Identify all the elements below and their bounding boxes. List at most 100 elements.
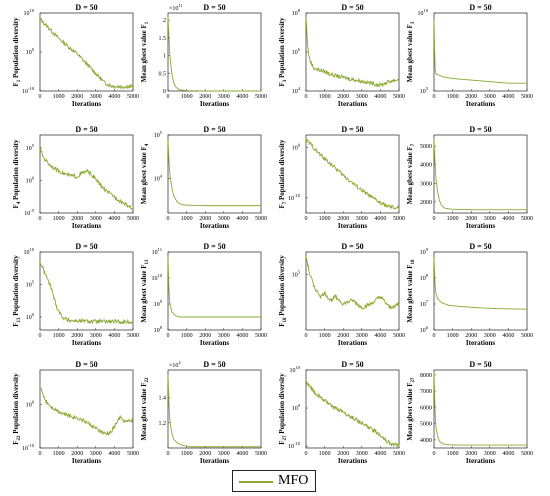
y-tick-label: 100 (292, 403, 301, 412)
x-axis-label: Iterations (72, 222, 101, 230)
x-tick-label: 3000 (90, 216, 102, 222)
y-tick-label: 3000 (420, 181, 432, 187)
series-line-mfo (39, 261, 134, 325)
y-tick-label: 10-10 (288, 193, 301, 202)
x-tick-label: 0 (167, 451, 170, 457)
x-tick-label: 0 (433, 451, 436, 457)
x-tick-label: 4000 (236, 333, 248, 339)
y-tick-label: 105 (154, 130, 163, 139)
series-line-mfo (305, 17, 400, 88)
x-tick-label: 5000 (393, 451, 405, 457)
x-tick-label: 4000 (236, 94, 248, 100)
x-tick-label: 4000 (108, 216, 120, 222)
x-axis-label: Iterations (72, 100, 101, 108)
panel-title: D = 50 (75, 3, 97, 12)
x-tick-label: 1000 (53, 94, 65, 100)
x-tick-label: 2000 (71, 94, 83, 100)
x-tick-label: 4000 (236, 451, 248, 457)
x-axis-label: Iterations (466, 222, 495, 230)
x-tick-label: 1000 (181, 94, 193, 100)
x-tick-label: 0 (167, 333, 170, 339)
y-tick-label: 105 (26, 280, 35, 289)
y-multiplier: ×104 (169, 360, 181, 369)
y-tick-label: 10-5 (24, 208, 34, 217)
x-axis-label: Iterations (200, 339, 229, 347)
y-tick-label: 100 (26, 400, 35, 409)
x-tick-label: 4000 (374, 451, 386, 457)
series-line-mfo (433, 138, 527, 211)
y-tick-label: 105 (420, 86, 429, 95)
x-tick-label: 3000 (484, 333, 496, 339)
legend-line-mfo (239, 481, 273, 483)
y-tick-label: 5000 (420, 144, 432, 150)
x-tick-label: 0 (305, 333, 308, 339)
x-tick-label: 5000 (393, 333, 405, 339)
x-tick-label: 5000 (255, 216, 267, 222)
x-axis-label: Iterations (200, 222, 229, 230)
axes-box (433, 369, 528, 449)
y-tick-label: 8000 (420, 373, 432, 379)
y-axis-label: F27 Population diversity (278, 373, 288, 445)
y-tick-label: 6000 (420, 405, 432, 411)
x-tick-label: 1000 (53, 333, 65, 339)
axes-box (39, 251, 134, 331)
y-tick-label: 107 (420, 299, 429, 308)
x-tick-label: 3000 (356, 451, 368, 457)
x-tick-label: 3000 (356, 333, 368, 339)
axes-box (433, 134, 528, 214)
series-line-mfo (167, 257, 261, 318)
x-axis-label: Iterations (338, 339, 367, 347)
y-tick-label: 100 (26, 312, 35, 321)
y-tick-label: 108 (292, 8, 301, 17)
x-tick-label: 4000 (502, 216, 514, 222)
x-tick-label: 5000 (521, 94, 533, 100)
panel-title: D = 50 (203, 3, 225, 12)
series-line-mfo (39, 17, 134, 90)
x-tick-label: 4000 (108, 333, 120, 339)
y-tick-label: 2000 (420, 200, 432, 206)
axes-box (433, 12, 528, 92)
legend: MFO (232, 470, 316, 492)
x-tick-label: 1000 (319, 216, 331, 222)
y-axis-label: F1 Population diversity (12, 17, 22, 87)
y-tick-label: 100 (26, 47, 35, 56)
panel-13: D = 50 0 1000 2000 3000 4000 5000 Iterations 100… (12, 360, 139, 465)
x-tick-label: 1000 (319, 94, 331, 100)
y-tick-label: 108 (154, 325, 163, 334)
y-tick-label: 4000 (420, 438, 432, 444)
x-tick-label: 1000 (53, 216, 65, 222)
x-tick-label: 2000 (465, 216, 477, 222)
x-tick-label: 2000 (199, 94, 211, 100)
x-tick-label: 5000 (127, 216, 139, 222)
y-tick-label: 109 (420, 247, 429, 256)
x-tick-label: 4000 (108, 451, 120, 457)
x-tick-label: 3000 (484, 451, 496, 457)
panel-8: D = 500 1000 2000 3000 4000 5000Iterations200… (406, 125, 533, 230)
axes-box (167, 369, 262, 449)
x-tick-label: 4000 (374, 333, 386, 339)
x-tick-label: 5000 (255, 333, 267, 339)
y-tick-label: 106 (420, 325, 429, 334)
y-tick-label: 10-10 (288, 441, 301, 450)
series-line-mfo (167, 375, 261, 448)
x-tick-label: 0 (39, 333, 42, 339)
x-tick-label: 3000 (90, 451, 102, 457)
y-axis-label: F3 Population diversity (278, 17, 288, 87)
y-axis-label: F22 Population diversity (12, 373, 22, 445)
x-tick-label: 3000 (356, 216, 368, 222)
axes-box (167, 251, 262, 331)
y-axis-label: Mean gbest value F1 (140, 21, 150, 82)
x-axis-label: Iterations (200, 457, 229, 465)
panel-7: D = 50 0 1000 2000 3000 4000 5000 Iterations 100… (278, 125, 405, 230)
x-tick-label: 1000 (319, 451, 331, 457)
x-axis-label: Iterations (200, 100, 229, 108)
x-tick-label: 3000 (90, 333, 102, 339)
y-axis-label: Mean gbest value F3 (406, 21, 416, 82)
x-tick-label: 2000 (337, 333, 349, 339)
panel-14: D = 50 0 1000 2000 3000 4000 5000 Iterations 1.2… (140, 360, 267, 465)
x-tick-label: 4000 (108, 94, 120, 100)
panel-title: D = 50 (341, 3, 363, 12)
y-tick-label: 4000 (420, 163, 432, 169)
y-tick-label: 2 (163, 18, 166, 24)
